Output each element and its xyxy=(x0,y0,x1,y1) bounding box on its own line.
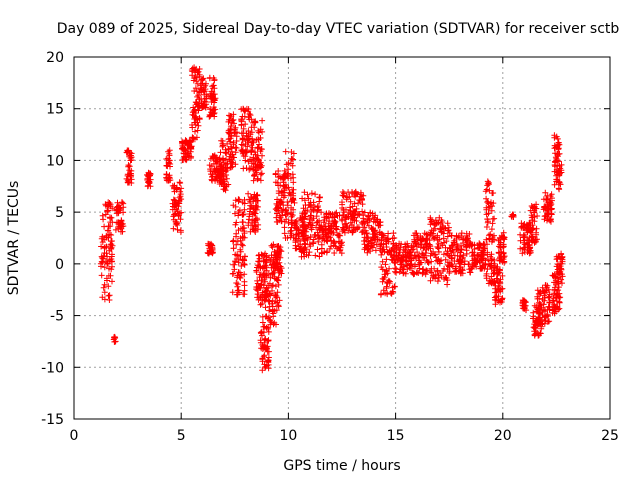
data-point-cluster xyxy=(377,230,399,298)
y-axis-label: SDTVAR / TECUs xyxy=(6,181,22,296)
data-point-cluster xyxy=(110,333,119,345)
data-point-cluster xyxy=(257,323,272,374)
data-point-cluster xyxy=(540,189,555,225)
data-point-cluster xyxy=(553,250,566,287)
grid-lines xyxy=(74,57,610,419)
data-point-cluster xyxy=(482,178,498,287)
data-point-cluster xyxy=(188,64,203,143)
data-point-cluster xyxy=(112,199,127,235)
y-tick-label: 0 xyxy=(55,257,64,273)
data-point-cluster xyxy=(204,240,216,257)
data-point-cluster xyxy=(225,111,240,171)
x-tick-label: 20 xyxy=(494,428,512,444)
data-point-cluster xyxy=(468,240,489,272)
data-point-cluster xyxy=(551,132,565,193)
data-point-cluster xyxy=(216,137,232,194)
data-point-cluster xyxy=(495,229,508,266)
data-point-cluster xyxy=(508,211,517,220)
data-point-cluster xyxy=(197,75,210,111)
data-point-cluster xyxy=(272,168,287,225)
x-tick-label: 10 xyxy=(279,428,297,444)
y-tick-label: 20 xyxy=(46,50,64,66)
data-point-cluster xyxy=(245,190,262,235)
data-point-cluster xyxy=(519,297,530,314)
data-point-cluster xyxy=(446,230,474,277)
y-tick-label: -15 xyxy=(41,412,64,428)
data-point-cluster xyxy=(298,189,324,260)
data-point-cluster xyxy=(410,230,433,278)
data-point-cluster xyxy=(491,260,506,308)
data-points xyxy=(97,64,566,374)
data-point-cluster xyxy=(339,188,367,236)
plot-border xyxy=(73,56,611,420)
data-point-cluster xyxy=(427,214,453,288)
x-tick-label: 0 xyxy=(70,428,79,444)
data-point-cluster xyxy=(123,147,135,186)
data-point-cluster xyxy=(206,74,219,120)
data-point-cluster xyxy=(249,117,266,184)
data-point-cluster xyxy=(144,169,154,190)
data-point-cluster xyxy=(268,241,285,277)
data-point-cluster xyxy=(534,282,553,328)
y-tick-label: 10 xyxy=(46,153,64,169)
y-tick-label: 15 xyxy=(46,102,64,118)
y-tick-label: -5 xyxy=(50,309,64,325)
data-point-cluster xyxy=(179,137,195,164)
axis-ticks: 0 5 10 15 20 25 -15 -10 -5 0 5 10 15 20 xyxy=(41,50,619,444)
x-tick-label: 15 xyxy=(387,428,405,444)
data-point-cluster xyxy=(97,199,116,303)
data-point-cluster xyxy=(169,179,185,236)
data-point-cluster xyxy=(527,201,541,246)
chart-title: Day 089 of 2025, Sidereal Day-to-day VTE… xyxy=(57,21,620,37)
x-tick-label: 5 xyxy=(177,428,186,444)
data-point-cluster xyxy=(238,105,255,173)
data-point-cluster xyxy=(281,148,298,241)
data-point-cluster xyxy=(317,209,345,257)
data-point-cluster xyxy=(163,147,174,184)
x-axis-label: GPS time / hours xyxy=(283,458,400,474)
x-tick-label: 25 xyxy=(601,428,619,444)
y-tick-label: -10 xyxy=(41,360,64,376)
data-point-cluster xyxy=(360,209,384,256)
data-point-cluster xyxy=(229,196,248,298)
y-tick-label: 5 xyxy=(55,205,64,221)
